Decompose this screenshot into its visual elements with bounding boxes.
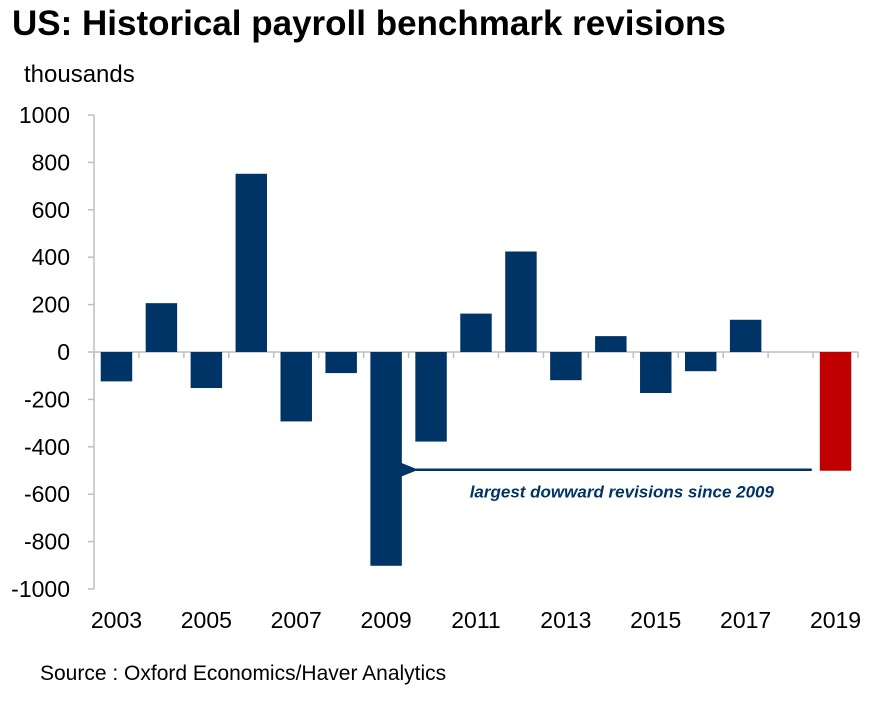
x-tick-label: 2003: [91, 607, 142, 633]
y-tick-label: -800: [24, 529, 70, 555]
y-tick-label: 400: [32, 244, 70, 270]
y-tick-label: 800: [32, 149, 70, 175]
y-tick-label: 600: [32, 197, 70, 223]
bar-2005: [190, 352, 223, 389]
annotation-text: largest dowward revisions since 2009: [470, 483, 775, 502]
x-tick-label: 2005: [181, 607, 232, 633]
bar-2014: [595, 336, 627, 352]
bar-2015: [640, 352, 672, 394]
chart-title: US: Historical payroll benchmark revisio…: [12, 4, 726, 43]
y-tick-label: 1000: [19, 102, 70, 128]
bar-2013: [550, 352, 582, 381]
bar-2007: [280, 352, 312, 422]
bar-2004: [145, 303, 178, 352]
x-tick-label: 2009: [361, 607, 412, 633]
x-tick-label: 2007: [271, 607, 322, 633]
bar-2019: [819, 352, 852, 471]
bar-2003: [100, 352, 133, 382]
source-note: Source : Oxford Economics/Haver Analytic…: [40, 662, 447, 685]
x-tick-label: 2017: [720, 607, 771, 633]
y-tick-label: -600: [24, 481, 70, 507]
y-tick-label: -200: [24, 386, 70, 412]
x-tick-label: 2015: [630, 607, 681, 633]
bar-2009: [370, 352, 402, 566]
x-tick-label: 2019: [810, 607, 861, 633]
bar-2006: [235, 173, 268, 352]
y-axis-unit-label: thousands: [24, 61, 135, 88]
bar-2008: [325, 352, 357, 374]
bar-2010: [415, 352, 447, 442]
bar-2012: [505, 251, 537, 352]
x-tick-label: 2011: [451, 607, 500, 633]
bar-2011: [460, 313, 492, 352]
bar-2016: [684, 352, 717, 372]
bar-2017: [729, 319, 762, 352]
y-tick-label: 0: [57, 339, 70, 365]
y-tick-label: -1000: [11, 576, 70, 602]
y-tick-label: 200: [32, 292, 70, 318]
y-tick-label: -400: [24, 434, 70, 460]
x-tick-label: 2013: [540, 607, 591, 633]
